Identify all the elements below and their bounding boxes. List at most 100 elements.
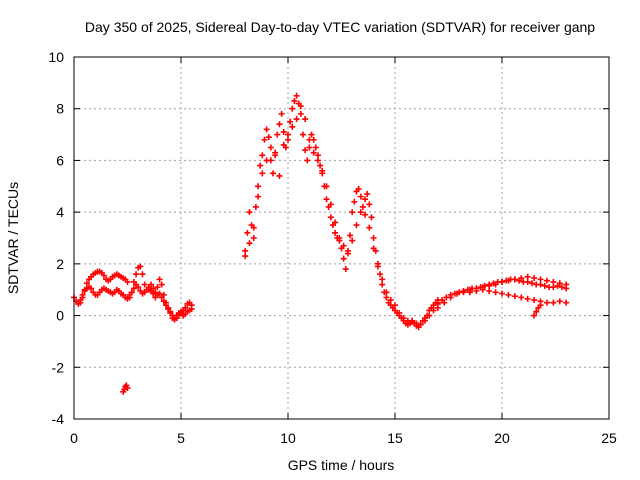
data-point — [357, 209, 364, 216]
data-point — [430, 307, 437, 314]
data-point — [124, 278, 131, 285]
data-point — [270, 170, 277, 177]
data-point — [299, 131, 306, 138]
data-point — [304, 157, 311, 164]
data-point — [242, 247, 249, 254]
data-point — [518, 275, 525, 282]
data-point — [479, 286, 486, 293]
data-point — [370, 235, 377, 241]
data-point — [297, 103, 304, 110]
data-point — [323, 183, 330, 190]
data-points — [71, 92, 570, 395]
data-point — [492, 289, 499, 296]
data-point — [242, 253, 249, 260]
data-point — [306, 144, 313, 151]
data-point — [357, 193, 364, 200]
data-point — [263, 126, 270, 133]
data-point — [486, 282, 493, 289]
data-point — [366, 224, 373, 231]
data-point — [278, 110, 285, 117]
data-point — [302, 147, 309, 154]
data-point — [167, 308, 174, 315]
data-point — [128, 289, 135, 296]
plot-frame — [73, 56, 610, 420]
data-point — [156, 290, 163, 297]
data-point — [267, 144, 274, 151]
data-point — [327, 201, 334, 208]
data-point — [537, 276, 544, 283]
y-tick-label: 0 — [56, 308, 64, 324]
data-point — [426, 312, 433, 319]
data-point — [314, 157, 321, 164]
data-point — [327, 214, 334, 221]
chart-title: Day 350 of 2025, Sidereal Day-to-day VTE… — [85, 19, 595, 35]
data-point — [370, 245, 377, 252]
grid-lines — [74, 57, 609, 419]
data-point — [374, 263, 381, 270]
data-point — [250, 235, 257, 241]
data-point — [511, 276, 518, 283]
data-point — [314, 152, 321, 159]
data-point — [359, 203, 366, 210]
x-tick-label: 5 — [177, 430, 185, 446]
x-tick-label: 25 — [601, 430, 617, 446]
data-point — [511, 293, 518, 300]
data-point — [154, 284, 161, 291]
data-point — [302, 116, 309, 123]
data-point — [392, 302, 398, 309]
data-point — [556, 280, 563, 287]
y-tick-label: 8 — [56, 101, 64, 117]
data-point — [289, 105, 296, 112]
data-point — [293, 116, 300, 123]
data-point — [362, 196, 369, 203]
y-tick-label: 4 — [56, 204, 64, 220]
data-point — [336, 235, 343, 241]
y-tick-label: -4 — [52, 411, 65, 427]
data-point — [355, 185, 362, 192]
data-point — [246, 240, 253, 247]
data-point — [460, 289, 467, 296]
data-point — [518, 294, 525, 301]
x-tick-labels: 0 5 10 15 20 25 — [70, 430, 617, 446]
y-axis-title: SDTVAR / TECUs — [5, 182, 21, 294]
data-point — [563, 299, 570, 306]
data-point — [259, 152, 266, 159]
data-point — [276, 172, 283, 179]
data-point — [524, 295, 531, 302]
data-point — [347, 232, 354, 239]
data-point — [377, 271, 384, 278]
axis-ticks — [73, 56, 610, 420]
data-point — [160, 298, 167, 305]
data-point — [308, 131, 315, 138]
data-point — [543, 277, 550, 284]
data-point — [541, 282, 548, 289]
data-point — [417, 321, 424, 328]
data-point — [349, 209, 356, 216]
data-point — [396, 309, 403, 316]
y-tick-label: 10 — [48, 49, 64, 65]
data-point — [366, 201, 373, 208]
data-point — [364, 191, 371, 198]
data-point — [531, 312, 538, 319]
data-point — [531, 275, 538, 282]
data-point — [141, 281, 148, 288]
data-point — [285, 131, 291, 138]
data-point — [291, 97, 298, 104]
data-point — [310, 149, 317, 156]
data-point — [246, 209, 253, 216]
data-point — [312, 144, 319, 151]
x-axis-title: GPS time / hours — [288, 457, 395, 473]
data-point — [289, 123, 296, 130]
data-point — [255, 193, 262, 200]
data-point — [100, 272, 107, 279]
data-point — [353, 222, 360, 229]
data-point — [340, 255, 347, 262]
data-point — [434, 304, 441, 311]
data-point — [255, 183, 262, 190]
data-point — [563, 281, 570, 288]
data-point — [137, 263, 144, 270]
data-point — [349, 237, 356, 244]
data-point — [447, 294, 454, 301]
